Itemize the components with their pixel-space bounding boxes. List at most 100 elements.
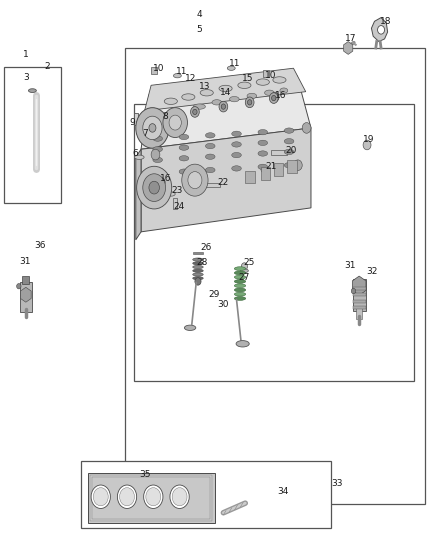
Text: 28: 28	[197, 258, 208, 266]
Circle shape	[151, 149, 160, 160]
Circle shape	[351, 288, 356, 294]
Ellipse shape	[205, 133, 215, 138]
Circle shape	[93, 488, 108, 506]
Ellipse shape	[193, 277, 203, 280]
Bar	[353, 306, 366, 309]
Circle shape	[144, 485, 163, 508]
Circle shape	[91, 485, 110, 508]
Ellipse shape	[153, 147, 162, 152]
Ellipse shape	[238, 82, 251, 88]
Bar	[151, 67, 157, 74]
Text: 31: 31	[345, 261, 356, 270]
Text: 24: 24	[173, 203, 184, 211]
Bar	[193, 252, 203, 254]
Circle shape	[191, 107, 199, 117]
Text: 31: 31	[20, 257, 31, 265]
Text: 11: 11	[176, 68, 187, 76]
Ellipse shape	[205, 143, 215, 149]
Text: 2: 2	[45, 62, 50, 71]
Ellipse shape	[284, 163, 294, 168]
Ellipse shape	[258, 140, 268, 146]
Text: 17: 17	[345, 34, 356, 43]
Ellipse shape	[232, 152, 241, 158]
Ellipse shape	[234, 288, 246, 292]
Circle shape	[146, 488, 161, 506]
Ellipse shape	[247, 93, 257, 99]
Ellipse shape	[182, 94, 195, 100]
Circle shape	[136, 108, 169, 148]
Text: 19: 19	[363, 135, 374, 144]
Ellipse shape	[236, 341, 249, 347]
Ellipse shape	[134, 155, 144, 159]
Ellipse shape	[234, 279, 246, 284]
Bar	[356, 308, 362, 319]
Circle shape	[245, 97, 254, 108]
Ellipse shape	[179, 134, 189, 140]
Circle shape	[170, 485, 189, 508]
Text: 23: 23	[172, 187, 183, 195]
Circle shape	[143, 174, 166, 201]
Circle shape	[302, 123, 311, 133]
Text: 15: 15	[242, 75, 253, 83]
Text: 5: 5	[196, 25, 202, 34]
Ellipse shape	[28, 88, 36, 93]
Circle shape	[271, 92, 279, 102]
Ellipse shape	[193, 258, 203, 261]
Text: 20: 20	[286, 146, 297, 155]
Text: 21: 21	[265, 162, 276, 171]
Circle shape	[219, 101, 228, 112]
Ellipse shape	[258, 151, 268, 156]
Circle shape	[149, 124, 156, 132]
Ellipse shape	[234, 292, 246, 296]
Circle shape	[163, 108, 187, 138]
Polygon shape	[371, 18, 388, 42]
Ellipse shape	[193, 104, 205, 109]
Ellipse shape	[227, 66, 235, 70]
Ellipse shape	[205, 167, 215, 173]
Circle shape	[195, 278, 201, 285]
Circle shape	[193, 109, 197, 115]
Ellipse shape	[193, 273, 203, 276]
Ellipse shape	[153, 157, 162, 163]
Polygon shape	[141, 128, 311, 232]
Bar	[206, 183, 220, 187]
Text: 9: 9	[129, 118, 135, 127]
Text: 30: 30	[218, 301, 229, 309]
Text: 18: 18	[380, 17, 391, 26]
Polygon shape	[141, 76, 311, 149]
Text: 10: 10	[265, 71, 276, 80]
Text: 8: 8	[162, 112, 169, 120]
Ellipse shape	[258, 164, 268, 169]
Ellipse shape	[284, 139, 294, 144]
Ellipse shape	[184, 325, 196, 330]
Bar	[353, 279, 366, 311]
Circle shape	[117, 485, 137, 508]
Ellipse shape	[234, 275, 246, 279]
Text: 14: 14	[220, 88, 231, 97]
Ellipse shape	[193, 269, 203, 272]
Text: 29: 29	[208, 290, 219, 298]
Polygon shape	[136, 149, 141, 240]
Circle shape	[149, 181, 159, 194]
Text: 13: 13	[199, 82, 211, 91]
Bar	[263, 70, 269, 77]
Text: 6: 6	[132, 149, 138, 158]
Circle shape	[182, 164, 208, 196]
Bar	[274, 163, 283, 176]
Text: 26: 26	[200, 244, 212, 252]
Circle shape	[143, 116, 162, 140]
Ellipse shape	[234, 284, 246, 288]
Text: 10: 10	[153, 64, 164, 72]
Text: 34: 34	[277, 487, 288, 496]
Ellipse shape	[232, 166, 241, 171]
Bar	[287, 160, 297, 173]
Ellipse shape	[179, 169, 189, 174]
Ellipse shape	[232, 142, 241, 147]
Circle shape	[157, 177, 165, 187]
Bar	[22, 276, 29, 284]
Ellipse shape	[234, 296, 246, 301]
Text: 3: 3	[23, 73, 29, 82]
Circle shape	[137, 166, 172, 209]
Bar	[261, 167, 270, 180]
Ellipse shape	[200, 90, 213, 96]
